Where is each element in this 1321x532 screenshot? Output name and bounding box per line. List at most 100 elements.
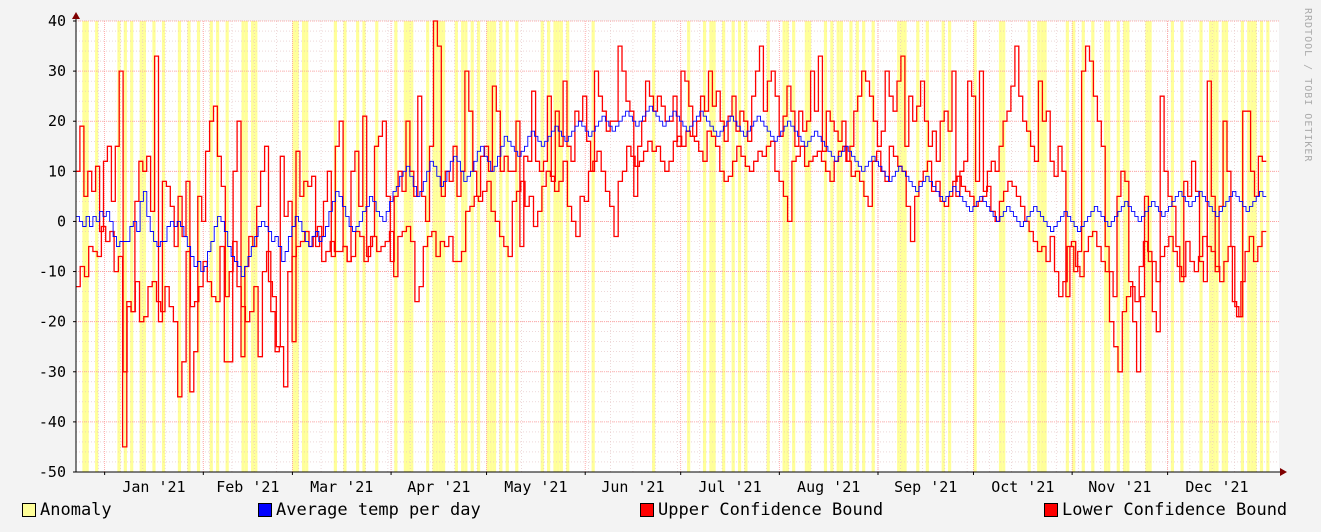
anomaly-band xyxy=(1221,21,1225,472)
anomaly-band xyxy=(871,21,875,472)
anomaly-band xyxy=(441,21,446,472)
y-tick-label: 0 xyxy=(57,212,66,230)
anomaly-band xyxy=(292,21,296,472)
y-axis-arrow xyxy=(72,12,80,19)
anomaly-band xyxy=(744,21,748,472)
x-tick-label: Mar '21 xyxy=(310,478,373,496)
anomaly-band xyxy=(177,21,182,472)
y-tick-label: -30 xyxy=(39,363,66,381)
legend-item-anomaly: Anomaly xyxy=(22,500,112,520)
x-tick-label: Apr '21 xyxy=(407,478,470,496)
y-tick-label: 40 xyxy=(48,12,66,30)
watermark-label: RRDTOOL / TOBI OETIKER xyxy=(1302,8,1313,163)
anomaly-band xyxy=(1091,21,1095,472)
anomaly-band xyxy=(553,21,557,472)
anomaly-band xyxy=(973,21,977,472)
anomaly-band xyxy=(470,21,474,472)
anomaly-band xyxy=(82,21,86,472)
y-tick-label: -20 xyxy=(39,313,66,331)
anomaly-band xyxy=(152,21,156,472)
series-upper-confidence xyxy=(76,20,1267,393)
anomaly-band xyxy=(394,21,398,472)
legend-item-lower: Lower Confidence Bound xyxy=(1044,500,1287,520)
anomaly-band xyxy=(916,21,920,472)
anomaly-band xyxy=(142,21,147,472)
anomaly-band xyxy=(702,21,707,472)
anomaly-band xyxy=(489,21,493,472)
legend-swatch-anomaly xyxy=(22,503,36,517)
x-tick-label: Dec '21 xyxy=(1185,478,1248,496)
anomaly-band xyxy=(559,21,563,472)
y-axis-ticks: 40 30 20 10 0 -10 -20 -30 -40 -50 xyxy=(39,12,76,481)
anomaly-band xyxy=(1250,21,1254,472)
x-tick-label: Oct '21 xyxy=(991,478,1054,496)
anomaly-band xyxy=(225,21,229,472)
anomaly-band xyxy=(454,21,458,472)
anomaly-band xyxy=(792,21,796,472)
anomaly-band xyxy=(435,21,439,472)
anomaly-band xyxy=(1116,21,1120,472)
anomaly-band xyxy=(492,21,497,472)
anomaly-band xyxy=(1123,21,1127,472)
legend-swatch-lower xyxy=(1044,503,1058,517)
anomaly-band xyxy=(139,21,143,472)
anomaly-band xyxy=(461,21,465,472)
y-tick-label: -50 xyxy=(39,463,66,481)
x-tick-label: May '21 xyxy=(504,478,567,496)
chart-canvas: 40 30 20 10 0 -10 -20 -30 -40 -50 Jan '21 Feb '21 M… xyxy=(38,12,1287,496)
anomaly-band xyxy=(515,21,519,472)
anomaly-band xyxy=(1081,21,1085,472)
anomaly-band xyxy=(1212,21,1216,472)
anomaly-band xyxy=(836,21,840,472)
anomaly-band xyxy=(410,21,414,472)
anomaly-band xyxy=(547,21,551,472)
anomaly-band xyxy=(305,21,309,472)
anomaly-band xyxy=(849,21,853,472)
anomaly-band xyxy=(432,21,436,472)
legend-label-lower: Lower Confidence Bound xyxy=(1062,500,1288,520)
anomaly-band xyxy=(722,21,726,472)
anomaly-band xyxy=(95,21,99,472)
anomaly-band xyxy=(925,21,929,472)
anomaly-band xyxy=(241,21,245,472)
anomaly-band xyxy=(85,21,89,472)
y-tick-label: -10 xyxy=(39,263,66,281)
anomaly-band xyxy=(1266,21,1270,472)
x-tick-label: Jul '21 xyxy=(698,478,761,496)
anomaly-band xyxy=(556,21,560,472)
anomaly-band xyxy=(591,21,595,472)
anomaly-band xyxy=(839,21,843,472)
series-lower-confidence xyxy=(76,130,1267,448)
x-tick-label: Aug '21 xyxy=(797,478,860,496)
anomaly-band xyxy=(403,21,407,472)
series-average-temp xyxy=(76,105,1267,278)
anomaly-band xyxy=(1027,21,1031,472)
legend-item-average: Average temp per day xyxy=(258,500,481,520)
legend-label-anomaly: Anomaly xyxy=(40,500,112,520)
anomaly-band xyxy=(900,21,904,472)
anomaly-band xyxy=(1148,21,1152,472)
anomaly-band xyxy=(1224,21,1229,472)
anomaly-band xyxy=(356,21,360,472)
legend-item-upper: Upper Confidence Bound xyxy=(640,500,883,520)
x-tick-label: Feb '21 xyxy=(216,478,279,496)
anomaly-band xyxy=(1002,21,1006,472)
anomaly-band xyxy=(1126,21,1130,472)
x-tick-label: Sep '21 xyxy=(894,478,957,496)
y-tick-label: 30 xyxy=(48,62,66,80)
anomaly-band xyxy=(948,21,952,472)
anomaly-band xyxy=(862,21,866,472)
anomaly-band xyxy=(216,21,220,472)
anomaly-band xyxy=(804,21,808,472)
anomaly-band xyxy=(1180,21,1184,472)
y-tick-label: -40 xyxy=(39,413,66,431)
anomaly-band xyxy=(941,21,945,472)
anomaly-band xyxy=(687,21,691,472)
anomaly-band xyxy=(1253,21,1257,472)
legend-label-average: Average temp per day xyxy=(276,500,481,520)
anomaly-band xyxy=(737,21,742,472)
x-tick-label: Jun '21 xyxy=(601,478,664,496)
anomaly-band xyxy=(540,21,544,472)
anomaly-band xyxy=(712,21,716,472)
anomaly-band xyxy=(244,21,248,472)
